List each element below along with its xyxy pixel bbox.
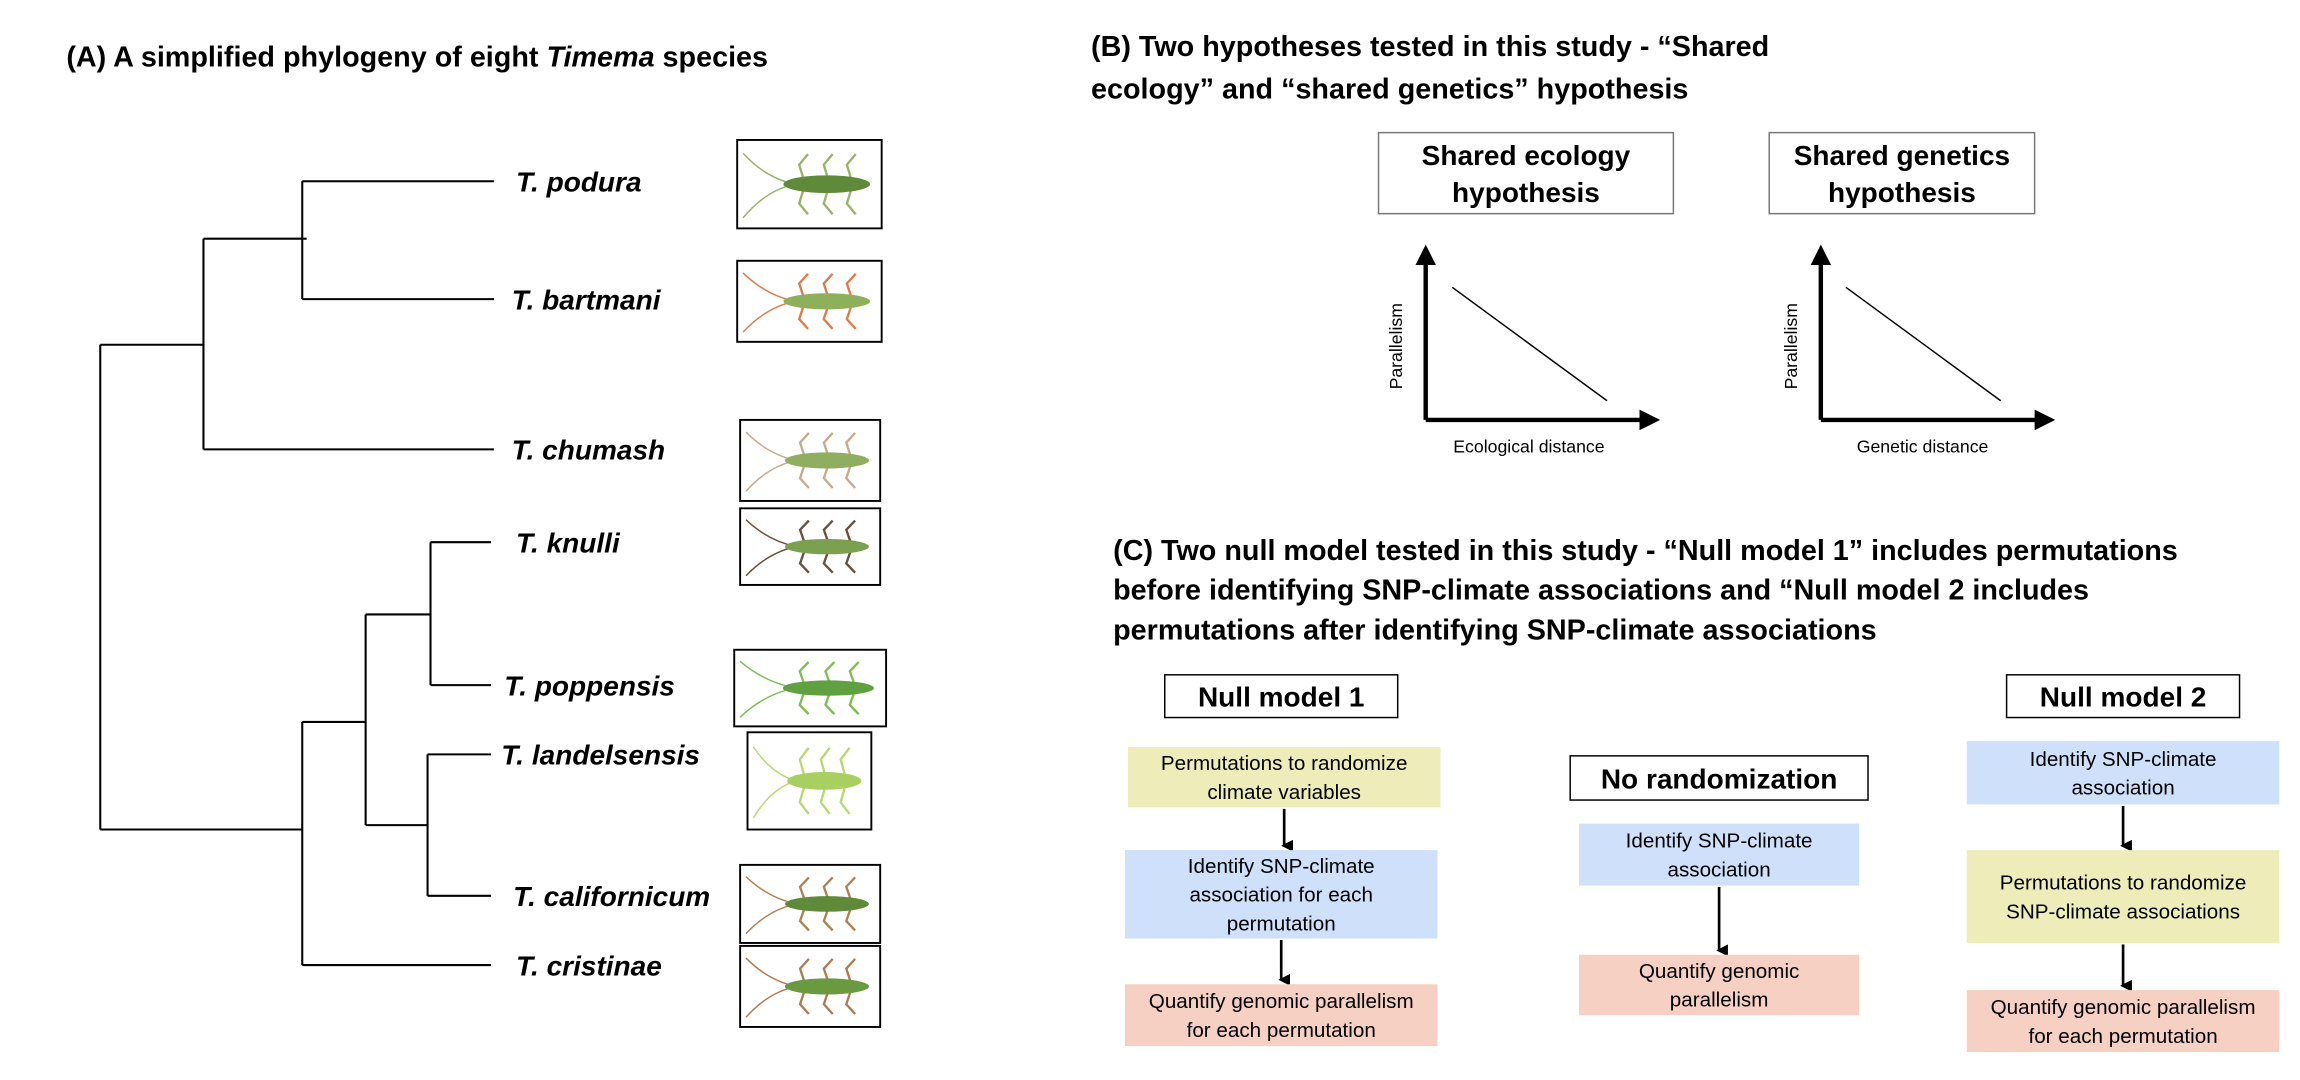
y-axis-label: Parallelism bbox=[1386, 303, 1406, 389]
flow-step-text: Identify SNP-climate bbox=[1626, 830, 1813, 853]
x-axis-label: Ecological distance bbox=[1453, 436, 1605, 456]
panel-b-title-line-2: ecology” and “shared genetics” hypothesi… bbox=[1091, 74, 1688, 106]
no-randomization-header-box bbox=[1569, 755, 1869, 801]
tree-branch bbox=[100, 180, 494, 451]
panel-c-title-line-3: permutations after identifying SNP-clima… bbox=[1113, 614, 1876, 646]
flow-step: Permutations to randomize climate variabl… bbox=[1127, 747, 1441, 808]
flow-step: Quantify genomic parallelism for each per… bbox=[1124, 984, 1438, 1047]
insect-image bbox=[739, 418, 882, 502]
flow-step-text: Quantify genomic parallelism bbox=[1149, 990, 1414, 1013]
panel-c-title-line-2: before identifying SNP-climate associati… bbox=[1113, 575, 2089, 607]
phylogeny-tree bbox=[99, 180, 494, 967]
flow-step: Quantify genomic parallelism for each per… bbox=[1966, 990, 2280, 1053]
flow-step: Identify SNP-climate association bbox=[1579, 823, 1860, 886]
null-model-1-header-box bbox=[1164, 674, 1399, 719]
insect-body bbox=[784, 452, 869, 469]
flow-step-box bbox=[1124, 850, 1438, 939]
species-label: T. californicum bbox=[513, 881, 710, 912]
insect-body bbox=[787, 772, 862, 790]
trend-line bbox=[1845, 286, 2002, 402]
species-label: T. bartmani bbox=[512, 284, 662, 315]
flow-step-text: Identify SNP-climate bbox=[1188, 855, 1375, 878]
insect-body bbox=[784, 538, 869, 555]
flow-step-text: Permutations to randomize bbox=[2000, 872, 2247, 895]
hypothesis-box bbox=[1768, 131, 2036, 215]
flow-step-text: permutation bbox=[1227, 912, 1336, 935]
x-axis-label: Genetic distance bbox=[1857, 436, 1989, 456]
panel-c-title-line-1: (C) Two null model tested in this study … bbox=[1113, 535, 2178, 567]
flow-step-text: for each permutation bbox=[2028, 1025, 2217, 1048]
insect-image bbox=[739, 863, 882, 944]
tree-branch bbox=[99, 344, 491, 967]
hypothesis-box bbox=[1377, 131, 1675, 215]
flow-step: Quantify genomic parallelism bbox=[1579, 954, 1860, 1016]
flow-step-text: Quantify genomic parallelism bbox=[1991, 996, 2256, 1019]
flow-step-text: association bbox=[1667, 858, 1770, 881]
insect-image bbox=[739, 507, 882, 586]
flow-step-text: SNP-climate associations bbox=[2006, 900, 2240, 923]
flow-step-text: association for each bbox=[1189, 884, 1373, 907]
hypothesis-genetics: Shared genetics hypothesis Parallelism G… bbox=[1768, 131, 2056, 456]
insect-body bbox=[783, 175, 871, 194]
hypothesis-label: Shared ecology bbox=[1422, 140, 1631, 171]
flow-step-box bbox=[1966, 850, 2280, 943]
insect-image bbox=[746, 731, 873, 831]
flow-step-box bbox=[1579, 823, 1860, 886]
insect-body bbox=[783, 293, 871, 310]
flow-step-box bbox=[1966, 990, 2280, 1053]
flow-step-text: Quantify genomic bbox=[1639, 960, 1800, 983]
species-label: T. landelsensis bbox=[501, 740, 700, 771]
insect-body bbox=[784, 896, 869, 912]
flow-step-text: climate variables bbox=[1207, 781, 1361, 804]
hypothesis-label: hypothesis bbox=[1828, 177, 1976, 208]
insect-image bbox=[739, 944, 882, 1028]
insect-image bbox=[736, 259, 883, 343]
null-model-2-header: Null model 2 bbox=[2040, 682, 2207, 713]
insect-image bbox=[733, 648, 888, 728]
insect-body bbox=[782, 680, 874, 696]
panel-a: (A) A simplified phylogeny of eight Time… bbox=[66, 41, 888, 1028]
y-axis-label: Parallelism bbox=[1781, 303, 1801, 389]
flow-step-text: for each permutation bbox=[1187, 1019, 1376, 1042]
flow-step-box bbox=[1127, 747, 1441, 808]
flow-step: Permutations to randomize SNP-climate ass… bbox=[1966, 850, 2280, 943]
hypothesis-ecology: Shared ecology hypothesis Parallelism Ec… bbox=[1377, 131, 1675, 456]
species-label: T. knulli bbox=[516, 528, 621, 559]
panel-c: (C) Two null model tested in this study … bbox=[1113, 535, 2280, 1053]
panel-a-title: (A) A simplified phylogeny of eight Time… bbox=[66, 41, 768, 73]
flow-step-text: Permutations to randomize bbox=[1161, 752, 1408, 775]
flow-step: Identify SNP-climate association bbox=[1966, 741, 2280, 805]
flow-step-text: Identify SNP-climate bbox=[2030, 748, 2217, 771]
panel-b: (B) Two hypotheses tested in this study … bbox=[1091, 31, 2056, 456]
insect-body bbox=[784, 978, 869, 995]
flow-step-box bbox=[1966, 741, 2280, 805]
flow-step-text: parallelism bbox=[1670, 989, 1769, 1012]
null-model-2-header-box bbox=[2005, 674, 2241, 719]
hypothesis-label: Shared genetics bbox=[1794, 140, 2010, 171]
flow-step-box bbox=[1124, 984, 1438, 1047]
panel-b-title-line-1: (B) Two hypotheses tested in this study … bbox=[1091, 31, 1769, 63]
null-model-1-header: Null model 1 bbox=[1198, 682, 1365, 713]
flow-step: Identify SNP-climate association for each… bbox=[1124, 850, 1438, 939]
hypothesis-label: hypothesis bbox=[1452, 177, 1600, 208]
no-randomization-header: No randomization bbox=[1601, 763, 1838, 794]
trend-line bbox=[1451, 286, 1608, 402]
species-label: T. chumash bbox=[512, 435, 666, 466]
flow-step-text: association bbox=[2071, 777, 2174, 800]
species-label: T. poppensis bbox=[504, 670, 675, 701]
insect-image bbox=[736, 139, 883, 230]
species-label: T. cristinae bbox=[516, 950, 662, 981]
flow-step-box bbox=[1579, 954, 1860, 1016]
species-label: T. podura bbox=[516, 167, 642, 198]
